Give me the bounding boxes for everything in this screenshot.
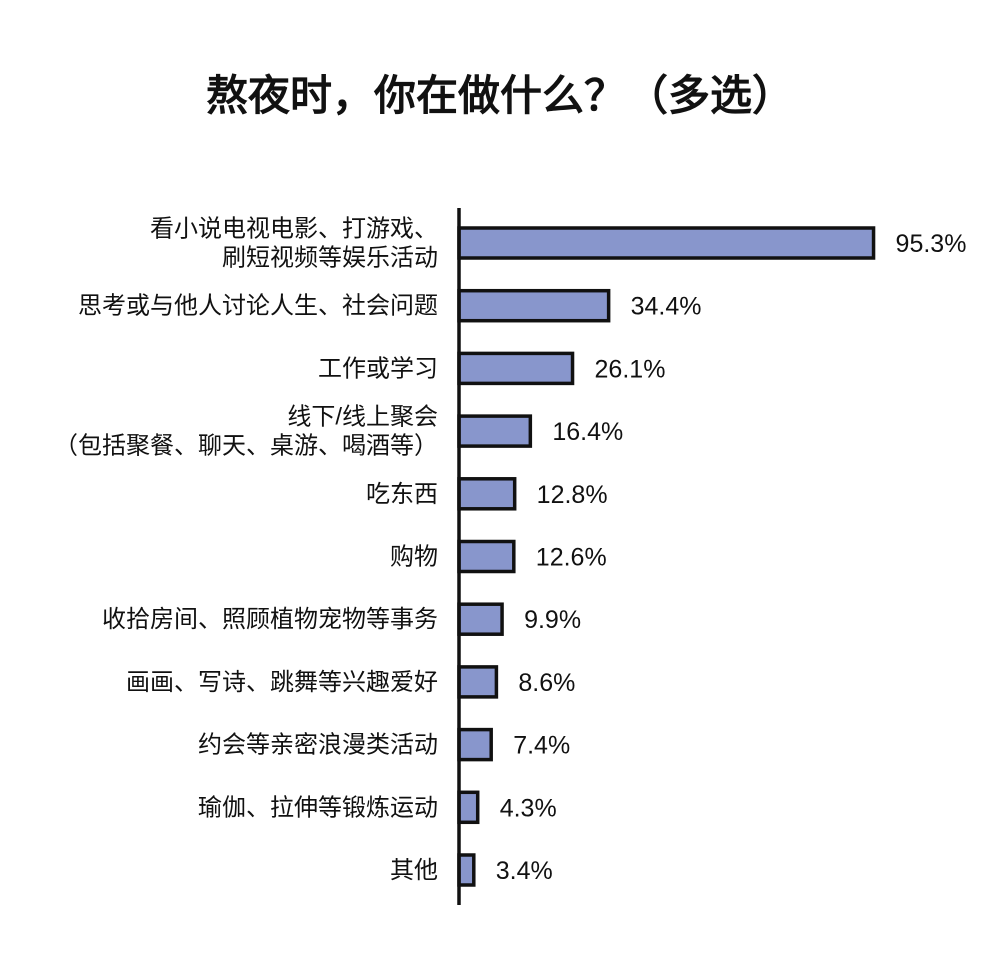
category-label-3-line-0: 线下/线上聚会 (287, 404, 438, 431)
bar-7 (457, 665, 499, 699)
value-label-7: 8.6% (518, 669, 575, 697)
category-label-1: 思考或与他人讨论人生、社会问题 (78, 293, 438, 320)
bar-0 (457, 226, 876, 260)
category-label-10: 其他 (390, 857, 438, 884)
category-label-5: 购物 (390, 544, 438, 571)
category-label-9: 瑜伽、拉伸等锻炼运动 (198, 794, 438, 821)
value-label-5: 12.6% (536, 544, 607, 572)
category-label-8: 约会等亲密浪漫类活动 (198, 732, 438, 759)
bar-4 (457, 477, 517, 511)
category-label-0-line-1: 刷短视频等娱乐活动 (222, 245, 438, 272)
category-label-3-line-1: （包括聚餐、聊天、桌游、喝酒等） (54, 433, 438, 460)
bar-1 (457, 288, 611, 323)
value-label-10: 3.4% (496, 857, 553, 885)
value-label-0: 95.3% (896, 230, 967, 258)
bar-2 (457, 351, 575, 386)
bar-3 (457, 414, 533, 448)
bar-8 (457, 727, 493, 762)
bar-9 (457, 790, 480, 825)
value-label-9: 4.3% (500, 794, 557, 822)
value-label-8: 7.4% (513, 732, 570, 760)
bar-10 (457, 853, 476, 887)
value-label-6: 9.9% (524, 606, 581, 634)
bar-5 (457, 539, 516, 574)
category-label-6: 收拾房间、照顾植物宠物等事务 (102, 606, 438, 633)
value-label-2: 26.1% (595, 355, 666, 383)
category-label-7: 画画、写诗、跳舞等兴趣爱好 (126, 669, 438, 696)
value-label-4: 12.8% (537, 481, 608, 509)
category-label-4: 吃东西 (366, 481, 438, 508)
value-label-3: 16.4% (552, 418, 623, 446)
chart-title: 熬夜时，你在做什么？（多选） (205, 71, 794, 120)
category-label-2: 工作或学习 (318, 355, 438, 382)
bar-6 (457, 602, 504, 636)
category-label-0-line-0: 看小说电视电影、打游戏、 (150, 216, 438, 243)
value-label-1: 34.4% (631, 293, 702, 321)
